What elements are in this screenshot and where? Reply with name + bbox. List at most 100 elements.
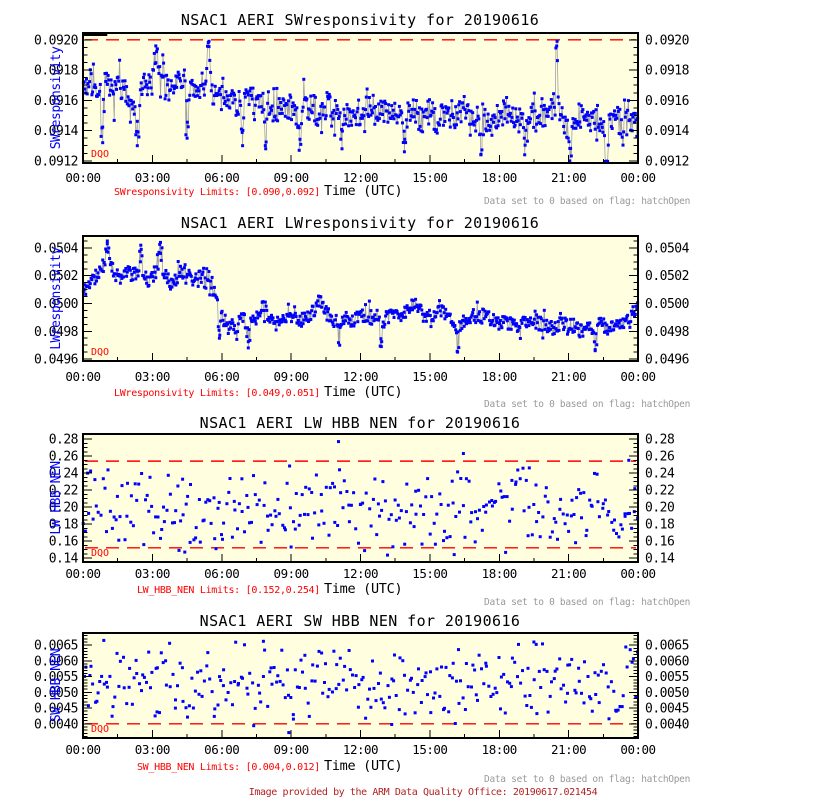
- data-point: [125, 514, 129, 518]
- data-point: [184, 133, 188, 137]
- data-point: [118, 515, 122, 519]
- data-point: [461, 101, 465, 105]
- hatch-open-note: Data set to 0 based on flag: hatchOpen: [484, 399, 690, 410]
- data-point: [173, 273, 177, 277]
- data-point: [505, 319, 509, 323]
- data-point: [401, 141, 405, 144]
- data-point: [457, 701, 461, 705]
- data-point: [605, 323, 609, 327]
- data-point: [586, 321, 589, 325]
- data-point: [467, 317, 471, 321]
- data-point: [427, 313, 431, 317]
- data-point: [387, 103, 391, 107]
- data-point: [327, 97, 330, 101]
- data-point: [578, 120, 582, 124]
- data-point: [377, 117, 381, 121]
- data-point: [171, 672, 175, 676]
- data-point: [572, 513, 576, 516]
- data-point: [584, 534, 588, 538]
- data-point: [313, 511, 317, 515]
- data-point: [275, 680, 279, 684]
- data-point: [484, 503, 488, 507]
- data-point: [150, 92, 154, 96]
- data-point: [609, 680, 613, 684]
- data-point: [538, 113, 542, 117]
- data-point: [315, 304, 319, 308]
- data-point: [351, 109, 355, 113]
- hatch-open-note: Data set to 0 based on flag: hatchOpen: [484, 774, 690, 785]
- data-point: [520, 116, 524, 120]
- y-tick-label-left: 0.0914: [34, 124, 79, 139]
- data-point: [301, 322, 305, 326]
- data-point: [525, 704, 529, 707]
- data-point: [279, 101, 283, 104]
- data-point: [475, 105, 479, 109]
- data-point: [321, 691, 325, 695]
- data-point: [464, 477, 468, 481]
- data-point: [277, 512, 281, 516]
- data-point: [172, 91, 176, 95]
- data-point: [558, 657, 562, 661]
- data-point: [374, 105, 377, 108]
- y-tick-label-left: 0.0916: [34, 94, 78, 109]
- data-point: [454, 105, 458, 109]
- data-point: [172, 280, 176, 284]
- data-point: [499, 489, 503, 493]
- data-point: [245, 494, 249, 497]
- data-point: [317, 649, 321, 653]
- data-point: [276, 497, 280, 501]
- data-point: [125, 270, 129, 274]
- data-point: [309, 318, 313, 321]
- y-tick-label-left: 0.0040: [34, 717, 78, 732]
- data-point: [332, 108, 336, 112]
- data-point: [380, 508, 384, 512]
- data-point: [535, 122, 539, 126]
- data-point: [512, 125, 516, 129]
- data-point: [261, 91, 265, 95]
- data-point: [95, 279, 98, 283]
- data-point: [401, 314, 404, 318]
- data-point: [221, 537, 224, 541]
- data-point: [609, 125, 613, 129]
- data-point: [360, 315, 364, 319]
- data-point: [393, 101, 397, 105]
- data-point: [162, 74, 166, 78]
- data-point: [535, 712, 539, 716]
- data-point: [376, 118, 380, 122]
- data-point: [106, 250, 110, 254]
- data-point: [188, 271, 192, 275]
- data-point: [462, 324, 466, 328]
- data-point: [603, 134, 606, 138]
- data-point: [243, 530, 246, 534]
- data-point: [456, 330, 460, 334]
- data-point: [363, 320, 367, 323]
- dqo-label: DQO: [91, 548, 109, 559]
- data-point: [148, 275, 152, 279]
- data-point: [494, 316, 498, 320]
- data-point: [303, 311, 307, 315]
- panel-title: NSAC1 AERI SW HBB NEN for 20190616: [200, 612, 521, 630]
- data-point: [431, 319, 435, 323]
- data-point: [277, 97, 281, 101]
- x-tick-label: 03:00: [135, 742, 170, 757]
- data-point: [613, 324, 616, 328]
- data-point: [490, 499, 494, 502]
- data-point: [140, 254, 144, 258]
- data-point: [411, 308, 414, 312]
- data-point: [508, 316, 512, 320]
- data-point: [129, 520, 133, 524]
- data-point: [168, 685, 172, 689]
- data-point: [216, 703, 220, 707]
- data-point: [339, 491, 343, 495]
- data-point: [162, 505, 165, 509]
- data-point: [420, 107, 424, 111]
- data-point: [471, 111, 475, 115]
- data-point: [456, 470, 460, 474]
- limits-caption: SW_HBB_NEN Limits: [0.004,0.012]: [137, 762, 320, 773]
- data-point: [272, 666, 276, 669]
- data-point: [238, 99, 242, 103]
- data-point: [219, 108, 223, 112]
- data-point: [257, 311, 261, 315]
- data-point: [264, 304, 268, 308]
